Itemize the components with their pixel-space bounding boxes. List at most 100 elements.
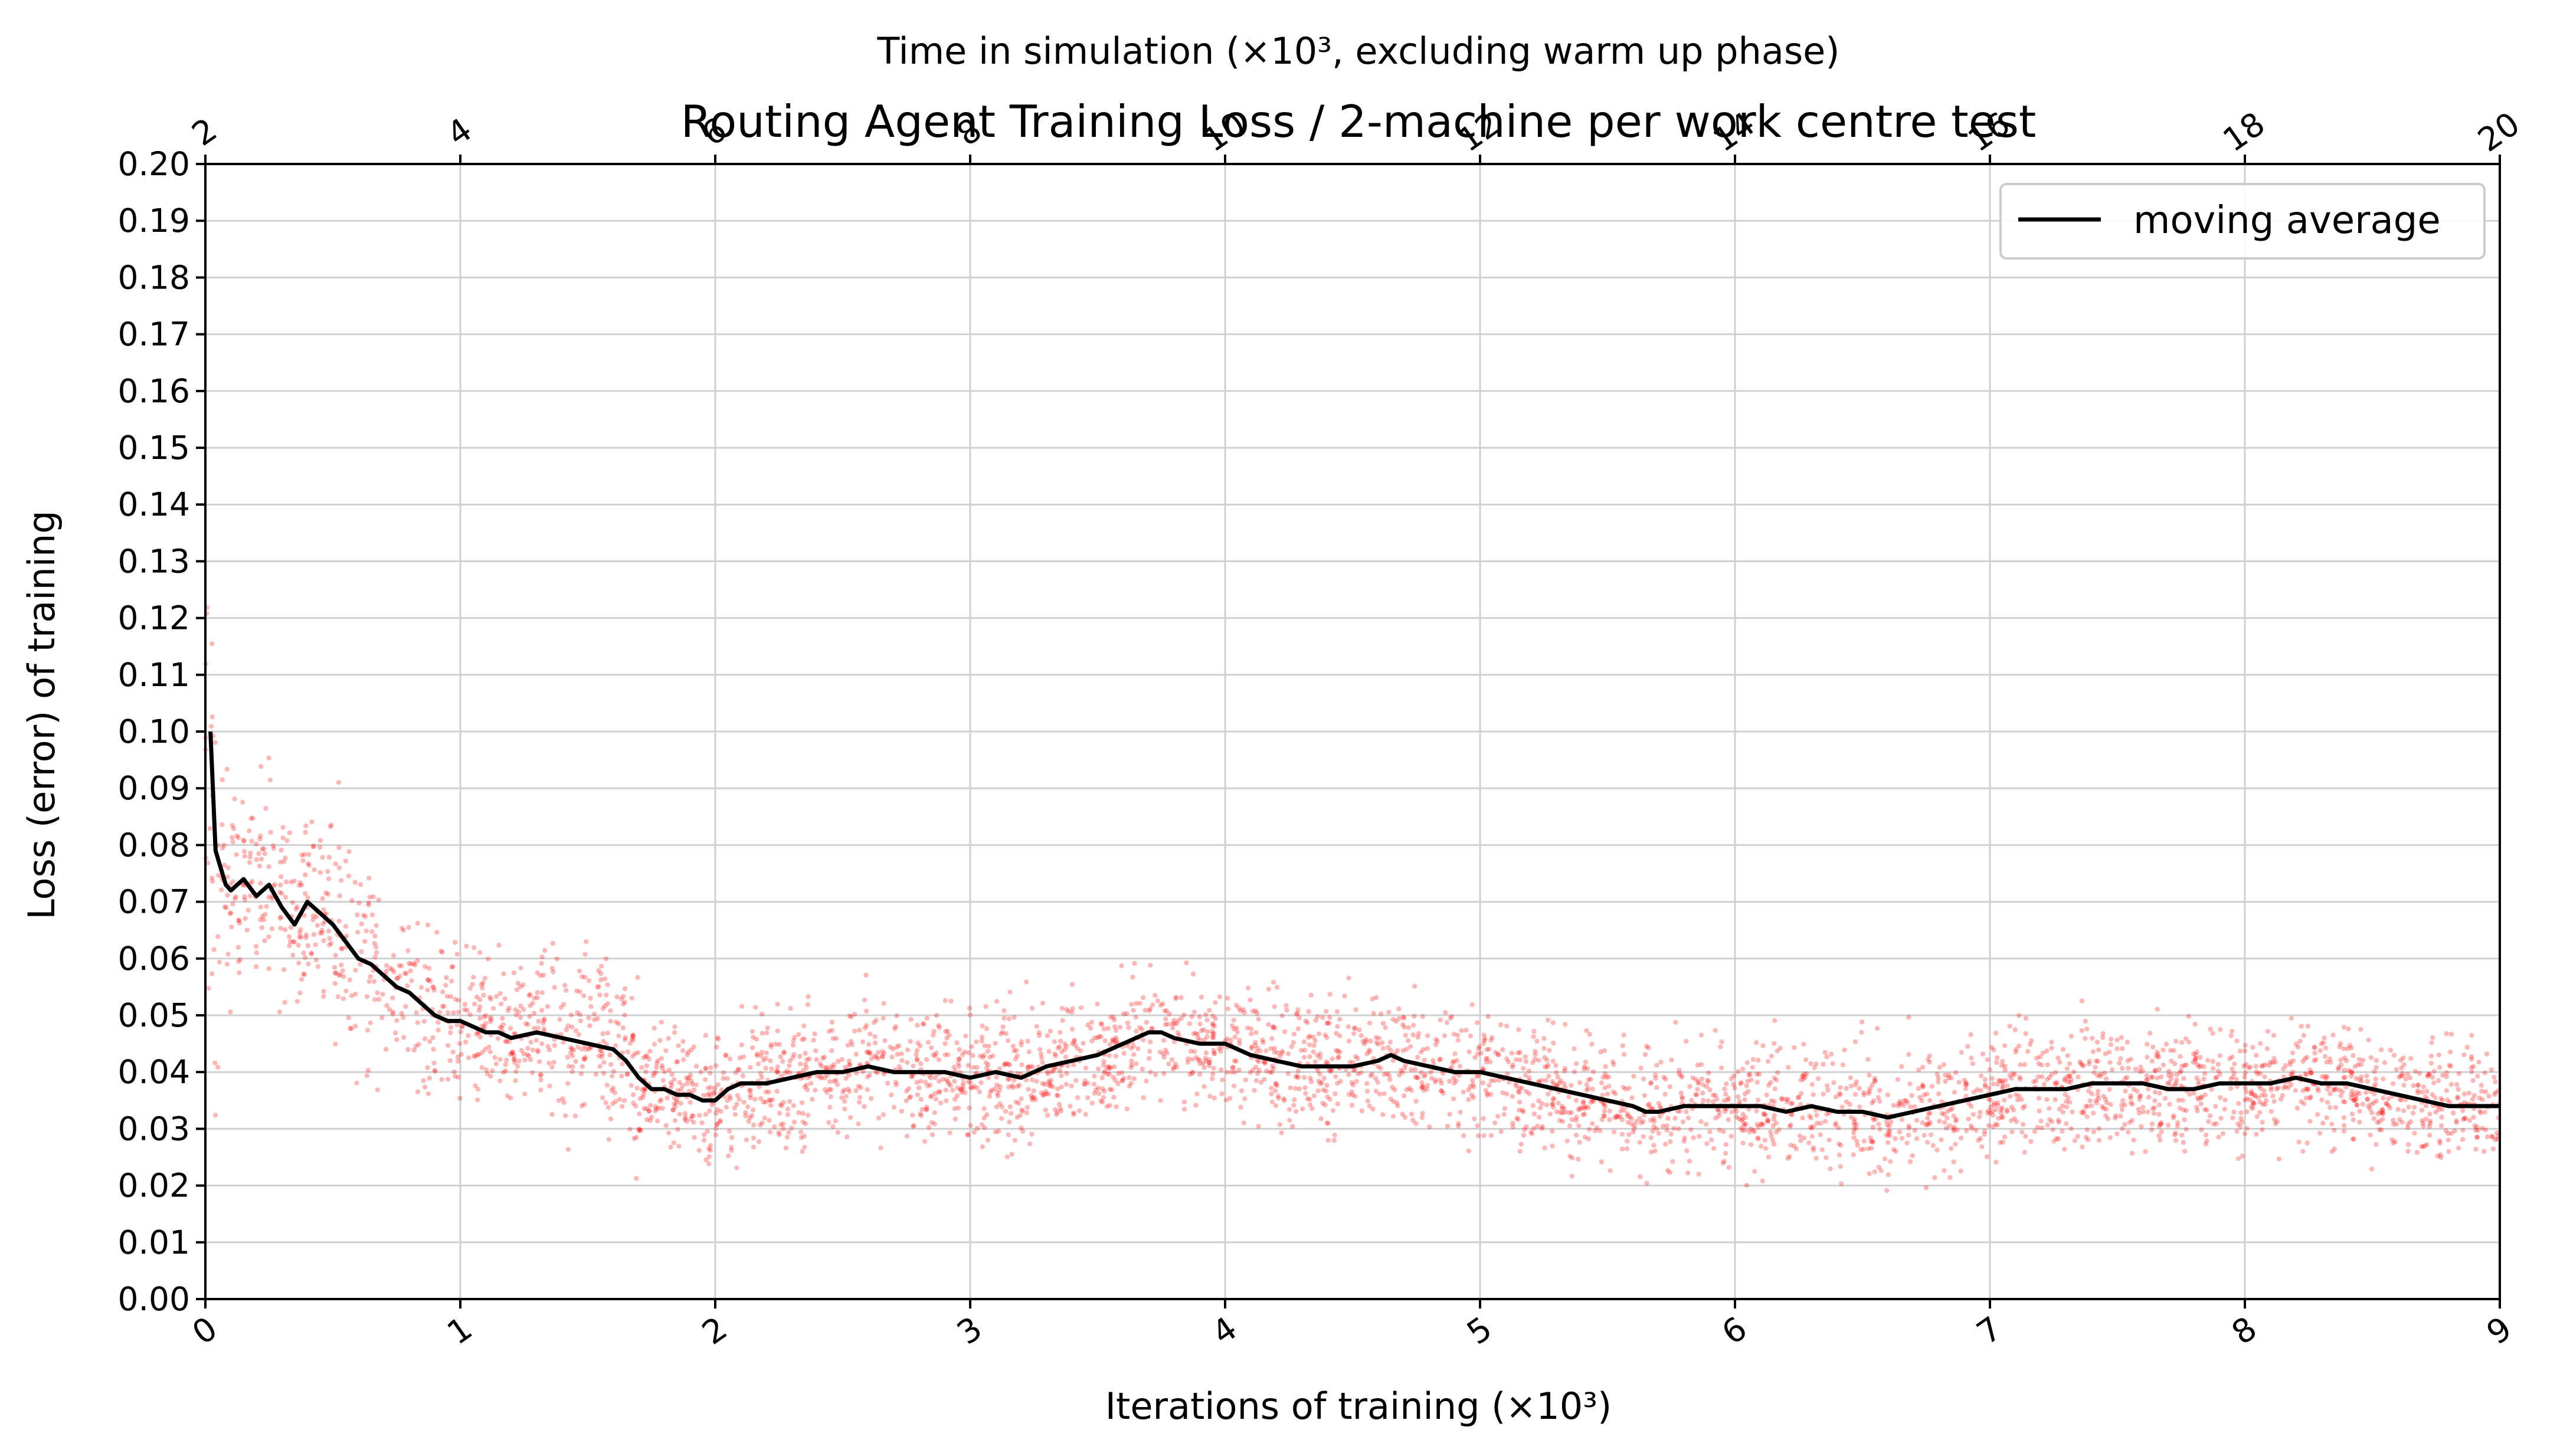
scatter-point: [1099, 1022, 1105, 1028]
scatter-point: [1599, 1117, 1605, 1122]
scatter-point: [1991, 1081, 1996, 1087]
scatter-point: [371, 894, 376, 900]
scatter-point: [2257, 1100, 2263, 1105]
scatter-point: [1282, 1098, 1287, 1103]
scatter-point: [1741, 1121, 1747, 1126]
scatter-point: [1696, 1171, 1701, 1177]
scatter-point: [1893, 1149, 1898, 1154]
scatter-point: [1668, 1139, 1673, 1145]
scatter-point: [1824, 1111, 1829, 1117]
scatter-point: [1713, 1115, 1718, 1121]
scatter-point: [788, 1006, 793, 1011]
scatter-point: [1468, 1033, 1473, 1039]
scatter-point: [1754, 1108, 1759, 1114]
scatter-point: [786, 1130, 791, 1135]
scatter-point: [527, 1014, 532, 1019]
scatter-point: [309, 950, 314, 956]
scatter-point: [2408, 1056, 2414, 1061]
scatter-point: [873, 1018, 879, 1023]
scatter-point: [2280, 1093, 2286, 1098]
scatter-point: [1859, 1019, 1865, 1025]
scatter-point: [1302, 1085, 1308, 1091]
scatter-point: [1320, 1100, 1325, 1106]
scatter-point: [1847, 1102, 1852, 1107]
scatter-point: [999, 1031, 1004, 1037]
scatter-point: [2254, 1052, 2259, 1058]
scatter-point: [2102, 1070, 2107, 1076]
scatter-point: [703, 1033, 709, 1038]
scatter-point: [1121, 1011, 1127, 1016]
scatter-point: [284, 838, 290, 844]
scatter-point: [1318, 1081, 1323, 1087]
scatter-point: [1326, 1067, 1332, 1073]
scatter-point: [773, 1041, 778, 1047]
scatter-point: [1561, 1081, 1567, 1087]
scatter-point: [2415, 1083, 2421, 1088]
scatter-point: [1161, 1038, 1167, 1043]
scatter-point: [2276, 1156, 2282, 1162]
scatter-point: [844, 1134, 850, 1140]
scatter-point: [2422, 1143, 2428, 1149]
scatter-point: [2300, 1088, 2306, 1094]
scatter-point: [445, 1077, 451, 1082]
scatter-point: [640, 1095, 646, 1100]
scatter-point: [1475, 1123, 1480, 1129]
scatter-point: [1740, 1111, 1746, 1117]
scatter-point: [697, 1113, 702, 1118]
scatter-point: [333, 953, 338, 958]
scatter-point: [1822, 1050, 1828, 1055]
scatter-point: [2165, 1081, 2171, 1086]
scatter-point: [1150, 1002, 1155, 1008]
scatter-point: [2009, 1118, 2014, 1123]
scatter-point: [728, 1096, 733, 1101]
scatter-point: [1991, 1124, 1996, 1130]
scatter-point: [609, 1088, 614, 1093]
scatter-point: [2036, 1096, 2042, 1101]
scatter-point: [1653, 1075, 1658, 1081]
scatter-point: [253, 964, 259, 969]
scatter-point: [2119, 1103, 2124, 1108]
scatter-point: [503, 1039, 508, 1045]
scatter-point: [479, 1065, 484, 1070]
scatter-point: [2220, 1131, 2226, 1136]
scatter-point: [2446, 1149, 2451, 1155]
scatter-point: [1808, 1115, 1814, 1121]
scatter-point: [1602, 1113, 1607, 1119]
scatter-point: [997, 1088, 1002, 1093]
scatter-point: [1400, 1014, 1406, 1020]
scatter-point: [2471, 1093, 2477, 1098]
scatter-point: [1648, 1106, 1653, 1111]
scatter-point: [1708, 1137, 1714, 1143]
scatter-point: [1983, 1084, 1988, 1089]
scatter-point: [2151, 1111, 2157, 1116]
scatter-point: [1705, 1098, 1711, 1104]
scatter-point: [441, 1004, 447, 1009]
scatter-point: [539, 960, 544, 966]
scatter-point: [1204, 1034, 1210, 1039]
scatter-point: [1253, 1078, 1259, 1083]
scatter-point: [1006, 1016, 1012, 1022]
scatter-point: [2080, 1145, 2085, 1150]
scatter-point: [2228, 1076, 2234, 1082]
scatter-point: [2375, 1111, 2381, 1117]
scatter-point: [509, 1050, 515, 1055]
scatter-point: [1148, 1039, 1153, 1045]
scatter-point: [966, 1050, 971, 1055]
scatter-point: [1711, 1146, 1717, 1151]
scatter-point: [657, 1098, 663, 1104]
scatter-point: [713, 1132, 719, 1137]
scatter-point: [2167, 1101, 2172, 1107]
scatter-point: [2340, 1089, 2345, 1094]
scatter-point: [924, 1107, 929, 1112]
scatter-point: [1059, 1109, 1064, 1114]
scatter-point: [2398, 1058, 2404, 1063]
scatter-point: [643, 1069, 649, 1074]
scatter-point: [208, 724, 214, 729]
scatter-point: [1113, 1028, 1119, 1033]
scatter-point: [1618, 1109, 1623, 1114]
scatter-point: [2380, 1117, 2385, 1122]
scatter-point: [2129, 1118, 2135, 1123]
scatter-point: [445, 1042, 451, 1048]
scatter-point: [1710, 1099, 1716, 1104]
